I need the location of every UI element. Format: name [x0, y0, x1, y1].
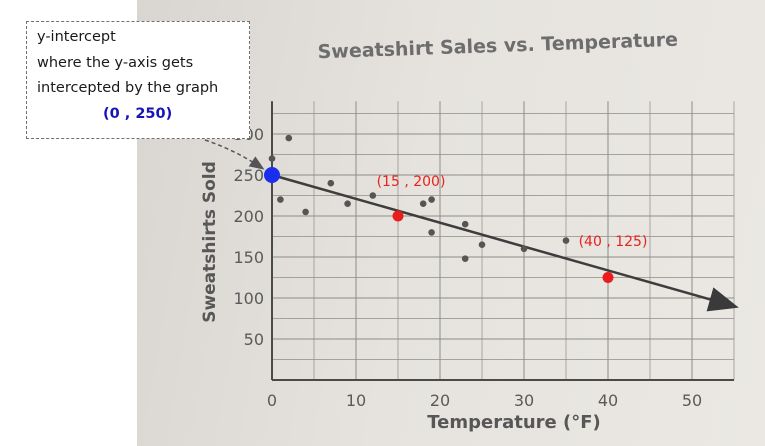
y-tick-label: 50	[244, 330, 264, 349]
annotation-line-1: y-intercept	[37, 29, 116, 45]
highlighted-point	[392, 210, 404, 222]
annotation-line-3: intercepted by the graph	[37, 80, 219, 96]
chart-title: Sweatshirt Sales vs. Temperature	[317, 29, 678, 64]
x-tick-label: 50	[682, 391, 702, 410]
x-tick-label: 0	[267, 391, 277, 410]
data-points	[268, 134, 570, 262]
y-tick-label: 200	[233, 207, 264, 226]
x-axis-title: Temperature (°F)	[427, 412, 601, 433]
highlighted-points	[264, 167, 614, 283]
x-tick-label: 20	[430, 391, 450, 410]
data-point	[461, 255, 469, 262]
data-point	[277, 196, 284, 203]
data-point	[327, 179, 335, 187]
data-point	[302, 208, 309, 216]
chart-axes	[271, 101, 734, 381]
data-point	[478, 241, 486, 248]
y-tick-label: 150	[233, 248, 264, 267]
data-point	[285, 134, 293, 142]
annotation-coordinate: (0 , 250)	[103, 106, 173, 122]
point-label-15-200: (15 , 200)	[377, 174, 446, 190]
data-point	[428, 229, 435, 236]
data-point	[369, 192, 377, 199]
annotation-line-2: where the y-axis gets	[37, 55, 194, 71]
data-point	[428, 196, 435, 203]
point-label-40-125: (40 , 125)	[579, 234, 648, 250]
x-tick-label: 40	[598, 391, 618, 410]
chart-grid	[271, 101, 735, 381]
annotation-pointer-arrow	[204, 139, 265, 170]
trend-line	[271, 173, 739, 312]
chart-tick-labels: 0102030405050100150200250300	[233, 125, 702, 410]
data-point	[520, 245, 528, 253]
data-point	[419, 200, 427, 207]
x-tick-label: 10	[346, 391, 366, 410]
highlighted-point	[602, 272, 614, 283]
y-intercept-point	[264, 167, 280, 183]
y-tick-label: 100	[233, 289, 264, 308]
data-point	[344, 200, 351, 207]
data-point	[268, 155, 276, 162]
y-intercept-annotation: y-intercept where the y-axis gets interc…	[26, 21, 250, 139]
y-tick-label: 250	[233, 166, 264, 185]
y-axis-title: Sweatshirts Sold	[200, 161, 220, 323]
data-point	[562, 237, 570, 244]
x-tick-label: 30	[514, 391, 534, 410]
data-point	[461, 220, 469, 228]
